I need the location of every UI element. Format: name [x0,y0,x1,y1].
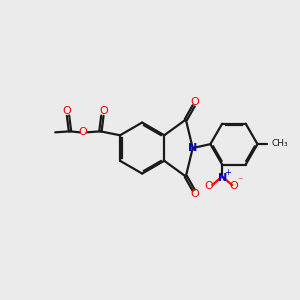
Text: N: N [188,143,197,153]
Text: O: O [99,106,108,116]
Text: N: N [218,173,227,183]
Text: O: O [230,181,238,191]
Text: O: O [190,97,199,107]
Text: O: O [190,189,199,199]
Text: ⁻: ⁻ [237,176,242,186]
Text: O: O [78,127,87,137]
Text: +: + [225,168,232,177]
Text: O: O [204,181,213,191]
Text: O: O [63,106,71,116]
Text: CH₃: CH₃ [272,139,288,148]
